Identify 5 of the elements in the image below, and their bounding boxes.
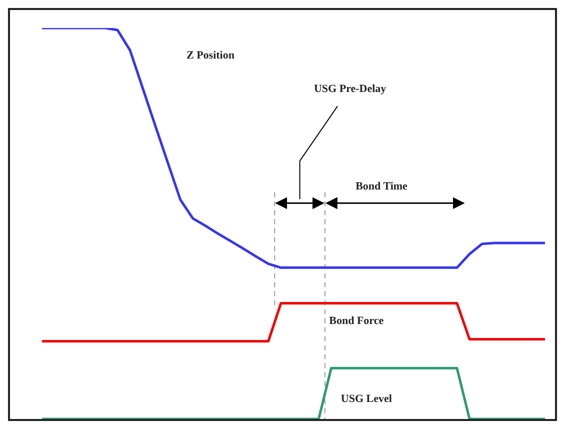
annotation: USG Level (340, 392, 392, 405)
annotation: Bond Time (356, 180, 408, 192)
annotation: Bond Force (329, 315, 384, 328)
annotation: Z Position (186, 50, 234, 62)
annotation: USG Pre-Delay (314, 82, 387, 95)
